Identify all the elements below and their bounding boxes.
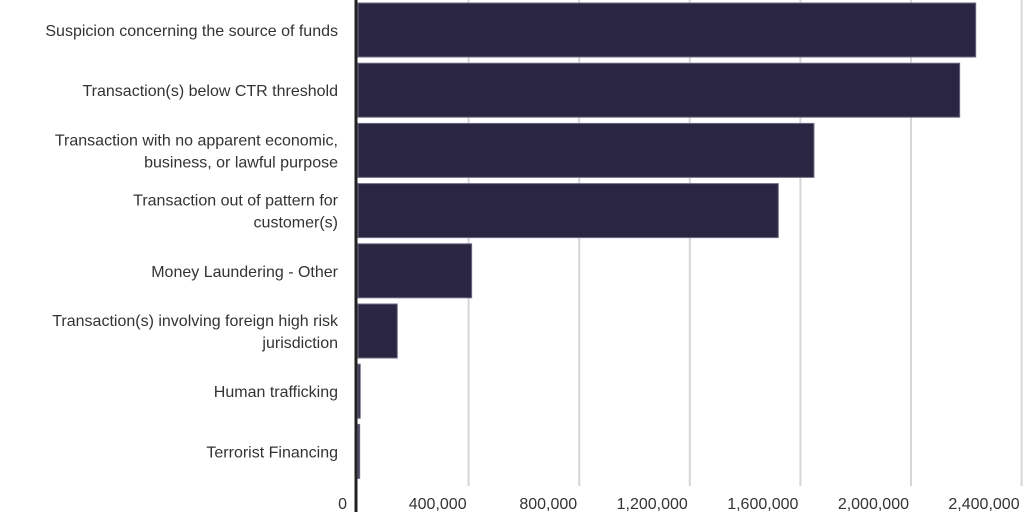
- x-tick-label: 400,000: [409, 496, 467, 512]
- x-tick-label: 1,200,000: [617, 496, 688, 512]
- x-tick-label: 0: [338, 496, 347, 512]
- bar: [357, 62, 961, 118]
- category-label: customer(s): [254, 215, 338, 232]
- bar: [357, 243, 473, 299]
- x-tick-label: 800,000: [519, 496, 577, 512]
- bar: [357, 183, 779, 239]
- category-label: Money Laundering - Other: [151, 264, 338, 281]
- category-label: Transaction(s) involving foreign high ri…: [52, 313, 339, 330]
- x-tick-label: 1,600,000: [727, 496, 798, 512]
- bar: [357, 303, 398, 359]
- category-label: business, or lawful purpose: [144, 154, 338, 171]
- bar: [357, 122, 815, 178]
- category-label: jurisdiction: [261, 335, 338, 352]
- category-label: Suspicion concerning the source of funds: [45, 23, 338, 40]
- x-tick-label: 2,400,000: [948, 496, 1019, 512]
- x-tick-label: 2,000,000: [838, 496, 909, 512]
- bar: [357, 363, 361, 419]
- category-label: Transaction out of pattern for: [133, 193, 339, 210]
- bar: [357, 423, 361, 479]
- bar: [357, 2, 977, 58]
- category-label: Human trafficking: [214, 384, 338, 401]
- category-label: Terrorist Financing: [206, 444, 338, 461]
- category-label: Transaction with no apparent economic,: [55, 132, 338, 149]
- category-label: Transaction(s) below CTR threshold: [83, 83, 339, 100]
